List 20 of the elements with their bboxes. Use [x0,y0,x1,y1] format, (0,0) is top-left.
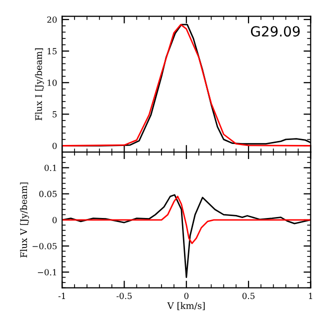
x-axis-title: V [km/s] [167,302,205,310]
y-tick-label: −0.1 [38,269,56,276]
y-tick-label: 5 [52,111,57,118]
y-axis-title: Flux I [Jy/beam] [35,48,44,120]
x-tick-label: -1 [58,292,66,299]
y-tick-label: −0.05 [32,242,57,250]
annotation: G29.09 [250,26,300,37]
x-tick-label: -0.5 [116,292,132,300]
y-tick-label: 0 [52,142,57,150]
y-axis-title: Flux V [Jy/beam] [20,182,29,258]
y-tick-label: 0 [52,216,57,224]
y-tick-label: 10 [48,80,57,86]
y-tick-label: 20 [47,16,57,23]
y-tick-label: 15 [48,48,57,54]
y-tick-label: 0.1 [44,164,56,171]
x-tick-label: 1 [309,292,312,299]
x-tick-label: 0.5 [242,292,255,300]
y-tick-label: 0.05 [39,190,57,198]
line-series [62,196,311,244]
x-tick-label: 0 [184,292,188,300]
